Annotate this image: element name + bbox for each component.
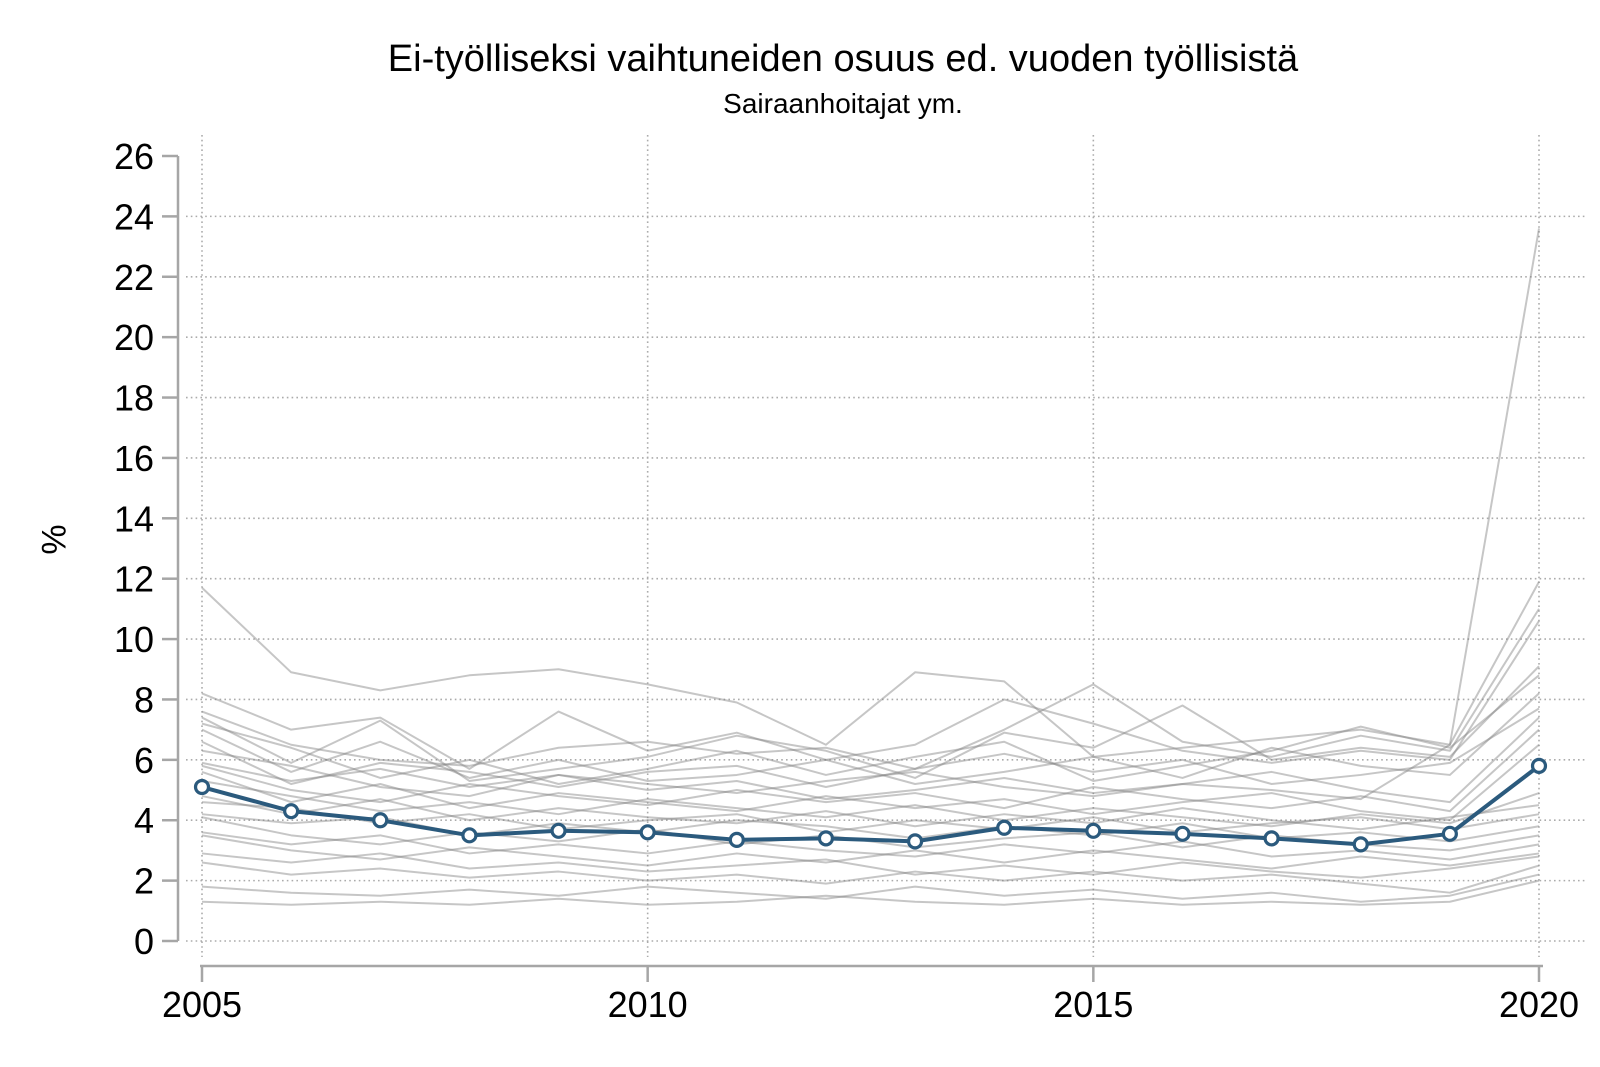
data-point-marker (1441, 825, 1458, 842)
y-tick-label: 0 (134, 921, 154, 962)
background-line (201, 743, 1540, 822)
y-tick-label: 18 (114, 378, 154, 419)
data-point-marker (1174, 825, 1191, 842)
background-line (201, 665, 1540, 782)
chart-subtitle: Sairaanhoitajat ym. (723, 88, 963, 119)
y-tick-label: 6 (134, 740, 154, 781)
background-line (201, 852, 1540, 879)
y-tick-label: 8 (134, 679, 154, 720)
background-line (201, 228, 1540, 801)
data-point-marker (1263, 830, 1280, 847)
data-point-marker (1352, 836, 1369, 853)
x-tick-label: 2020 (1499, 984, 1579, 1025)
background-line (201, 608, 1540, 770)
background-line (201, 879, 1540, 906)
y-tick-label: 26 (114, 136, 154, 177)
y-tick-label: 12 (114, 559, 154, 600)
x-tick-label: 2005 (162, 984, 242, 1025)
background-line (201, 873, 1540, 903)
y-tick-label: 10 (114, 619, 154, 660)
y-tick-label: 16 (114, 438, 154, 479)
x-tick-label: 2015 (1053, 984, 1133, 1025)
background-line (201, 831, 1540, 861)
data-point-marker (639, 824, 656, 841)
background-line (201, 728, 1540, 813)
y-tick-label: 22 (114, 257, 154, 298)
data-point-marker (1085, 822, 1102, 839)
background-line (201, 620, 1540, 770)
background-line (201, 707, 1540, 789)
y-tick-label: 2 (134, 861, 154, 902)
data-point-marker (817, 830, 835, 847)
x-tick-label: 2010 (608, 984, 688, 1025)
background-line (201, 674, 1540, 785)
data-point-marker (283, 803, 300, 820)
background-line (201, 834, 1540, 870)
data-point-marker (1530, 757, 1548, 774)
data-point-marker (996, 819, 1013, 836)
data-point-marker (193, 778, 211, 796)
y-tick-label: 24 (114, 196, 154, 237)
background-line (201, 779, 1540, 828)
y-tick-label: 4 (134, 800, 154, 841)
y-tick-label: 14 (114, 498, 154, 539)
data-point-marker (906, 833, 924, 850)
background-line (201, 861, 1540, 894)
y-tick-label: 20 (114, 317, 154, 358)
data-point-marker (728, 831, 745, 848)
background-line (201, 581, 1540, 758)
chart-title: Ei-työlliseksi vaihtuneiden osuus ed. vu… (387, 38, 1299, 80)
data-point-marker (550, 822, 567, 839)
data-point-marker (372, 812, 389, 829)
y-axis-label: % (35, 524, 74, 555)
main-line (201, 764, 1541, 847)
background-line (201, 801, 1540, 834)
background-line (201, 692, 1540, 785)
background-line (201, 795, 1540, 831)
background-line (201, 716, 1540, 804)
data-point-marker (461, 827, 478, 844)
